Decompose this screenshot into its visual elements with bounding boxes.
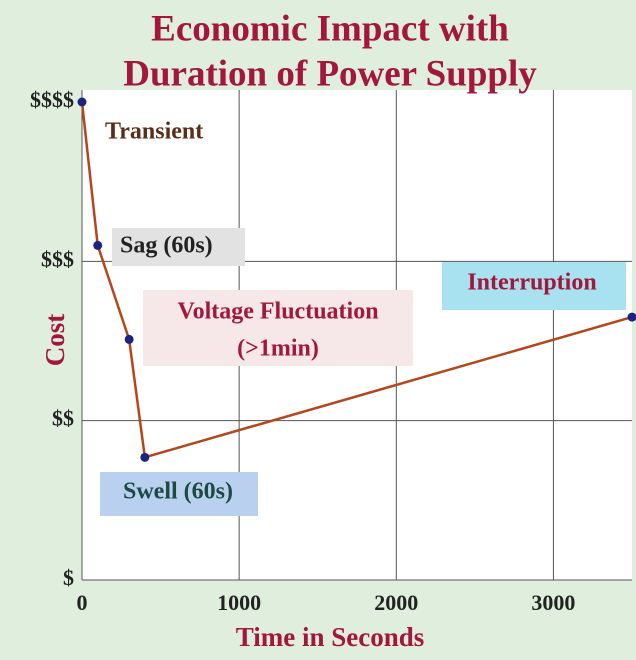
chart-title: Economic Impact with (151, 8, 509, 49)
point (124, 334, 134, 344)
x-tick-label: 0 (77, 590, 88, 615)
point (93, 240, 103, 250)
point (77, 97, 87, 107)
y-tick-label: $$$$ (30, 87, 74, 112)
annotation: (>1min) (237, 336, 319, 362)
x-tick-label: 3000 (531, 590, 575, 615)
chart-title: Duration of Power Supply (123, 53, 537, 94)
x-axis-label: Time in Seconds (236, 622, 425, 652)
annotation-box (112, 228, 245, 266)
annotation: Interruption (467, 270, 596, 296)
x-tick-label: 2000 (374, 590, 418, 615)
annotation: Transient (105, 119, 203, 145)
annotation-box (143, 290, 413, 366)
point (140, 452, 150, 462)
point (627, 312, 636, 322)
y-tick-label: $$ (52, 406, 74, 431)
annotation-box (100, 472, 258, 516)
y-axis-label: Cost (40, 314, 70, 367)
annotation: Swell (60s) (123, 479, 233, 505)
y-tick-label: $ (63, 565, 74, 590)
annotation: Voltage Fluctuation (177, 299, 378, 325)
x-tick-label: 1000 (217, 590, 261, 615)
annotation-box (442, 262, 626, 310)
annotation: Sag (60s) (120, 233, 213, 259)
y-tick-label: $$$ (41, 246, 74, 271)
